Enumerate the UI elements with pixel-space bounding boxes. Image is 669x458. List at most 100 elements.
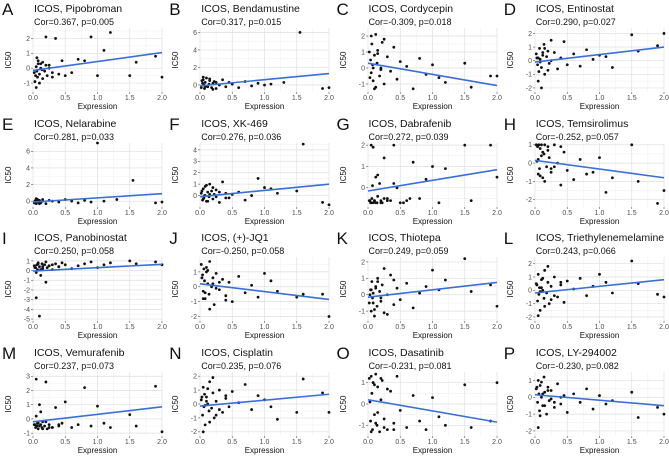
data-point bbox=[154, 384, 157, 388]
data-point bbox=[537, 47, 541, 50]
x-axis-label: Expression bbox=[579, 102, 619, 111]
scatter-plot: 0.0 0.5 1.0 1.5 2.0 -2 -1 0 1 Expression IC50 bbox=[506, 371, 669, 455]
x-tick-label: 1.5 bbox=[459, 210, 469, 217]
y-axis-label: IC50 bbox=[4, 280, 13, 297]
y-tick-label: 0 bbox=[528, 394, 532, 401]
data-point bbox=[256, 176, 260, 180]
data-point bbox=[50, 71, 54, 75]
data-point bbox=[539, 142, 543, 146]
data-point bbox=[36, 262, 40, 266]
data-point bbox=[206, 268, 210, 272]
data-point bbox=[537, 142, 541, 146]
data-point bbox=[373, 372, 377, 376]
y-tick-label: 1 bbox=[528, 377, 532, 384]
data-point bbox=[538, 174, 542, 177]
data-point bbox=[221, 277, 225, 281]
panel-stats: Cor=0.281, p=0.033 bbox=[34, 131, 115, 142]
data-point bbox=[572, 52, 575, 56]
data-point bbox=[89, 200, 93, 203]
data-point bbox=[542, 296, 546, 300]
data-point bbox=[375, 280, 379, 284]
regression-line bbox=[367, 168, 497, 192]
data-point bbox=[369, 200, 373, 204]
x-tick-label: 0.5 bbox=[60, 324, 70, 331]
data-point bbox=[244, 198, 247, 202]
x-tick-label: 2.0 bbox=[324, 210, 334, 217]
x-tick-label: 2.0 bbox=[157, 95, 167, 102]
data-point bbox=[552, 142, 556, 146]
panel-letter: C bbox=[336, 0, 349, 19]
data-point bbox=[408, 196, 411, 200]
data-point bbox=[36, 426, 40, 430]
data-point bbox=[379, 200, 382, 204]
data-point bbox=[443, 81, 447, 84]
x-tick-label: 0.5 bbox=[228, 210, 238, 217]
data-point bbox=[404, 198, 408, 202]
data-point bbox=[610, 175, 614, 179]
data-point bbox=[83, 198, 86, 202]
data-point bbox=[63, 399, 67, 403]
y-tick-label: -2 bbox=[526, 428, 532, 435]
data-point bbox=[372, 87, 376, 91]
scatter-plot: 0.0 0.5 1.0 1.5 2.0 -2 -1 0 1 Expression IC50 bbox=[171, 257, 334, 340]
data-point bbox=[206, 199, 210, 203]
y-tick-label: 6 bbox=[193, 30, 197, 37]
x-tick-label: 1.5 bbox=[627, 95, 637, 102]
data-point bbox=[50, 263, 54, 267]
x-tick-label: 0.0 bbox=[28, 439, 38, 446]
data-point bbox=[50, 425, 54, 429]
data-point bbox=[208, 182, 212, 186]
data-point bbox=[630, 259, 633, 263]
x-tick-label: 1.0 bbox=[594, 439, 604, 446]
y-tick-label: 0 bbox=[361, 185, 365, 192]
data-point bbox=[391, 45, 395, 49]
x-tick-label: 0.5 bbox=[395, 324, 405, 331]
x-axis-label: Expression bbox=[78, 331, 118, 340]
panel-c: C ICOS, Cordycepin Cor=-0.309, p=0.018 0.0 0… bbox=[335, 0, 502, 114]
x-tick-label: 0.0 bbox=[28, 210, 38, 217]
panel-letter: L bbox=[503, 229, 514, 248]
data-point bbox=[385, 387, 389, 390]
data-point bbox=[543, 403, 546, 407]
x-tick-label: 1.5 bbox=[627, 324, 637, 331]
x-tick-label: 0.0 bbox=[195, 210, 205, 217]
data-point bbox=[208, 307, 212, 311]
data-point bbox=[45, 74, 49, 78]
data-point bbox=[539, 286, 543, 290]
data-point bbox=[543, 268, 546, 272]
data-point bbox=[546, 264, 550, 268]
data-point bbox=[488, 74, 492, 78]
data-point bbox=[462, 382, 466, 386]
panel-letter: N bbox=[169, 343, 182, 363]
x-tick-label: 0.0 bbox=[363, 324, 373, 331]
data-point bbox=[160, 75, 164, 79]
data-point bbox=[469, 85, 473, 89]
data-point bbox=[263, 271, 267, 275]
data-point bbox=[537, 292, 541, 296]
data-point bbox=[377, 290, 381, 293]
data-point bbox=[302, 377, 305, 380]
x-tick-label: 0.5 bbox=[562, 95, 572, 102]
data-point bbox=[385, 55, 389, 59]
x-tick-label: 0.0 bbox=[363, 95, 373, 102]
data-point bbox=[424, 177, 427, 181]
data-point bbox=[546, 148, 550, 152]
data-point bbox=[535, 400, 539, 404]
data-point bbox=[109, 425, 112, 429]
data-point bbox=[369, 374, 373, 378]
data-point bbox=[543, 304, 546, 308]
data-point bbox=[469, 198, 473, 202]
data-point bbox=[375, 52, 379, 55]
data-point bbox=[36, 421, 40, 425]
data-point bbox=[537, 286, 541, 290]
data-point bbox=[424, 285, 427, 288]
data-point bbox=[372, 53, 376, 57]
data-point bbox=[200, 263, 203, 266]
data-point bbox=[47, 422, 51, 426]
data-point bbox=[214, 399, 218, 403]
data-point bbox=[206, 190, 210, 194]
data-point bbox=[552, 294, 556, 298]
data-point bbox=[368, 419, 372, 422]
data-point bbox=[377, 181, 381, 185]
regression-line bbox=[200, 282, 330, 301]
